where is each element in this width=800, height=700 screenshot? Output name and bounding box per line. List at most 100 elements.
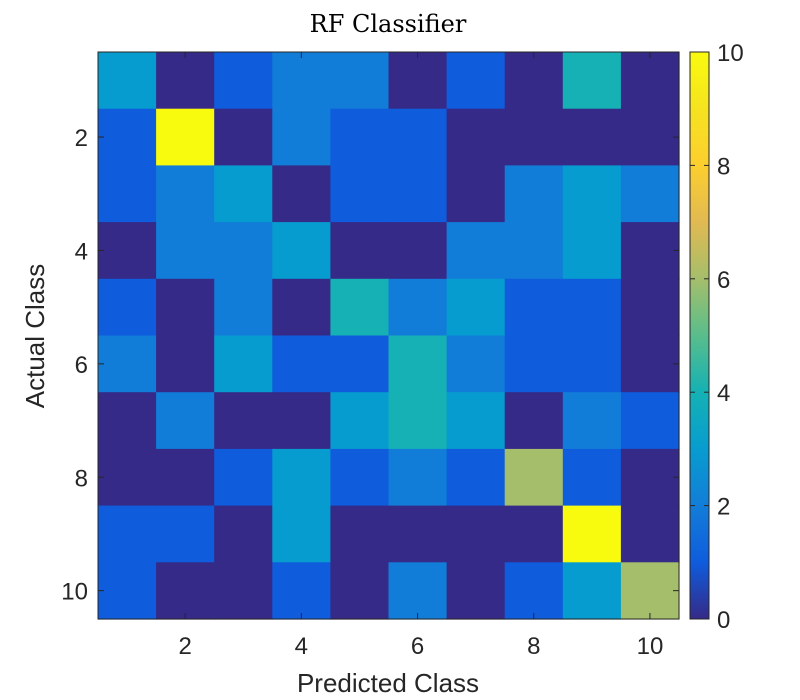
chart-title: RF Classifier [310, 10, 467, 38]
heatmap-cell [272, 222, 331, 280]
heatmap-cell [156, 505, 215, 563]
heatmap-cell [330, 505, 390, 563]
heatmap-cell [620, 505, 680, 563]
x-tick-label: 8 [527, 633, 540, 660]
heatmap-cell [156, 52, 215, 110]
heatmap-cell [272, 335, 331, 393]
heatmap-cell [388, 392, 448, 450]
y-axis-ticks: 2 4 6 8 10 [61, 125, 679, 606]
heatmap-cell [98, 392, 157, 450]
heatmap-cell [388, 335, 448, 393]
heatmap-cell [504, 505, 564, 563]
heatmap-cell [272, 448, 331, 507]
heatmap-cell [504, 562, 564, 620]
heatmap-cell [562, 505, 622, 563]
heatmap-cell [156, 278, 215, 337]
heatmap-cell [330, 222, 390, 280]
heatmap-cell [98, 52, 157, 110]
heatmap-cell [156, 562, 215, 620]
heatmap-cell [214, 165, 273, 223]
heatmap-cell [562, 278, 622, 337]
heatmap-cell [446, 52, 506, 110]
heatmap-cell [272, 392, 331, 450]
x-tick-label: 2 [178, 633, 191, 660]
heatmap-cell [330, 448, 390, 507]
y-tick-label: 10 [61, 579, 88, 606]
heatmap-cell [504, 222, 564, 280]
heatmap-cell [620, 562, 680, 620]
colorbar-fill [690, 52, 709, 619]
heatmap-cell [214, 222, 273, 280]
heatmap-cell [446, 108, 506, 166]
heatmap-cell [620, 52, 680, 110]
colorbar-tick-label: 4 [717, 380, 730, 407]
heatmap-cell [504, 165, 564, 223]
heatmap-cell [272, 108, 331, 166]
heatmap-cell [388, 278, 448, 337]
heatmap-cell [388, 448, 448, 507]
heatmap-cell [620, 165, 680, 223]
heatmap-cell [388, 562, 448, 620]
heatmap-cell [446, 448, 506, 507]
y-axis-label: Actual Class [20, 264, 50, 409]
heatmap-cell [388, 108, 448, 166]
colorbar-frame [689, 51, 710, 620]
heatmap-cell [620, 448, 680, 507]
colorbar: 0 2 4 6 8 10 [689, 40, 744, 634]
heatmap-cell [156, 392, 215, 450]
heatmap-cell [562, 52, 622, 110]
heatmap-cell [98, 335, 157, 393]
heatmap-cell [562, 448, 622, 507]
heatmap-cell [156, 165, 215, 223]
heatmap-cell [156, 335, 215, 393]
colorbar-tick-label: 0 [717, 607, 730, 634]
heatmap-cell [562, 335, 622, 393]
heatmap-cell [330, 392, 390, 450]
y-tick-label: 6 [75, 352, 88, 379]
heatmap-cell [214, 108, 273, 166]
heatmap-cell [98, 278, 157, 337]
heatmap-cell [504, 392, 564, 450]
heatmap-cell [562, 392, 622, 450]
heatmap-cell [620, 392, 680, 450]
heatmap-cell [214, 392, 273, 450]
heatmap-cell [214, 335, 273, 393]
heatmap-cell [620, 278, 680, 337]
heatmap-cell [98, 562, 157, 620]
heatmap-cell [504, 448, 564, 507]
heatmap-cell [504, 108, 564, 166]
heatmap-cell [330, 335, 390, 393]
heatmap-cell [214, 448, 273, 507]
x-tick-label: 10 [637, 633, 664, 660]
heatmap-cell [272, 278, 331, 337]
heatmap-cell [330, 108, 390, 166]
heatmap-cell [330, 165, 390, 223]
heatmap-cell [620, 222, 680, 280]
heatmap-cell [446, 222, 506, 280]
heatmap-cell [272, 562, 331, 620]
colorbar-ticks: 0 2 4 6 8 10 [690, 40, 744, 634]
heatmap-cell [446, 392, 506, 450]
colorbar-tick-label: 10 [717, 40, 744, 67]
heatmap-cell [98, 108, 157, 166]
heatmap-cell [156, 222, 215, 280]
heatmap-cell [98, 222, 157, 280]
heatmap-cell [214, 505, 273, 563]
colorbar-tick-label: 6 [717, 267, 730, 294]
heatmap-cell [388, 222, 448, 280]
y-tick-label: 4 [75, 238, 88, 265]
heatmap-cell [446, 562, 506, 620]
heatmap-cell [330, 562, 390, 620]
heatmap-cell [504, 335, 564, 393]
x-axis-ticks: 2 4 6 8 10 [178, 52, 663, 660]
x-tick-label: 4 [295, 633, 308, 660]
heatmap-cell [98, 165, 157, 223]
heatmap-cell [446, 335, 506, 393]
heatmap-cell [214, 52, 273, 110]
heatmap-cell [620, 335, 680, 393]
heatmap-cell [388, 52, 448, 110]
heatmap-cell [214, 278, 273, 337]
heatmap-cell [562, 165, 622, 223]
heatmap-cells [98, 52, 680, 620]
